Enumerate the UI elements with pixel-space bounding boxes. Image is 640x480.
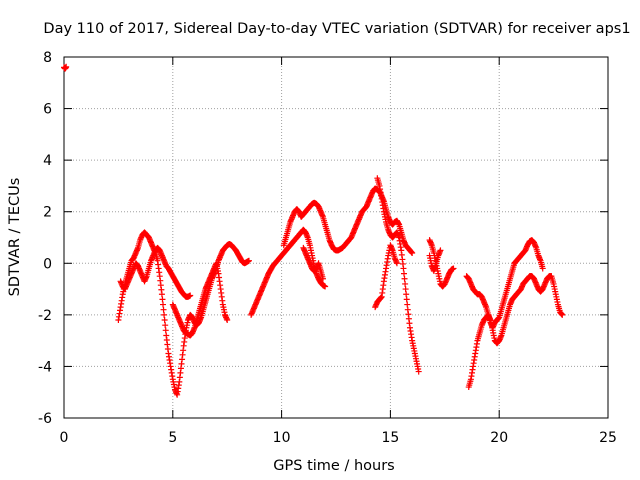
data-point	[401, 270, 407, 277]
data-point	[159, 296, 166, 303]
data-point	[160, 301, 167, 308]
data-point	[158, 291, 165, 298]
y-tick-label: 2	[43, 205, 52, 221]
data-point	[404, 301, 411, 308]
plot-background	[64, 57, 608, 418]
data-point	[187, 292, 194, 299]
data-point	[245, 257, 252, 264]
x-tick-label: 0	[60, 430, 69, 446]
data-point	[415, 368, 422, 375]
y-tick-label: -6	[38, 411, 52, 427]
data-point	[403, 291, 410, 298]
plot-frame	[63, 56, 609, 419]
data-point	[402, 286, 409, 293]
x-tick-label: 20	[490, 430, 508, 446]
data-point	[319, 275, 326, 282]
data-point	[559, 311, 566, 318]
data-point	[402, 280, 409, 287]
y-tick-label: 8	[43, 50, 52, 66]
data-point	[393, 260, 400, 267]
y-axis-title: SDTVAR / TECUs	[7, 178, 23, 297]
data-point	[224, 317, 231, 324]
data-point	[162, 322, 169, 329]
series-s6	[300, 244, 326, 282]
data-point	[160, 306, 167, 313]
x-tick-label: 15	[381, 430, 399, 446]
series-s2	[117, 244, 194, 300]
y-tick-label: 0	[43, 256, 52, 272]
series-s11	[465, 273, 566, 391]
x-tick-label: 10	[273, 430, 291, 446]
data-point	[63, 63, 70, 70]
data-point	[437, 247, 444, 254]
y-tick-label: -2	[38, 308, 52, 324]
series-spike	[61, 63, 70, 72]
data-point	[161, 317, 168, 324]
data-point	[409, 249, 416, 256]
series-s12	[463, 237, 546, 331]
data-point	[539, 265, 546, 272]
data-point	[401, 275, 408, 282]
chart-title: Day 110 of 2017, Sidereal Day-to-day VTE…	[43, 21, 630, 37]
series-s8	[372, 242, 400, 311]
y-tick-label: 4	[43, 153, 52, 169]
x-axis: 0 5 10 15 20 25	[60, 57, 617, 446]
data-points	[61, 63, 566, 398]
series-s3	[169, 260, 231, 339]
series-s4	[248, 226, 329, 318]
series-s5	[280, 185, 416, 256]
y-tick-label: -4	[38, 359, 52, 375]
x-axis-title: GPS time / hours	[273, 458, 394, 474]
x-tick-label: 25	[599, 430, 617, 446]
data-point	[322, 283, 329, 290]
y-axis: -6 -4 -2 0 2 4 6 8	[38, 50, 608, 427]
grid-lines	[64, 57, 608, 418]
data-point	[450, 265, 457, 272]
x-tick-label: 5	[168, 430, 177, 446]
data-point	[161, 311, 168, 318]
series-s7	[374, 175, 422, 375]
y-tick-label: 6	[43, 102, 52, 118]
data-point	[403, 296, 410, 303]
data-point	[400, 265, 407, 272]
series-s10	[426, 247, 444, 275]
data-point	[162, 327, 169, 334]
